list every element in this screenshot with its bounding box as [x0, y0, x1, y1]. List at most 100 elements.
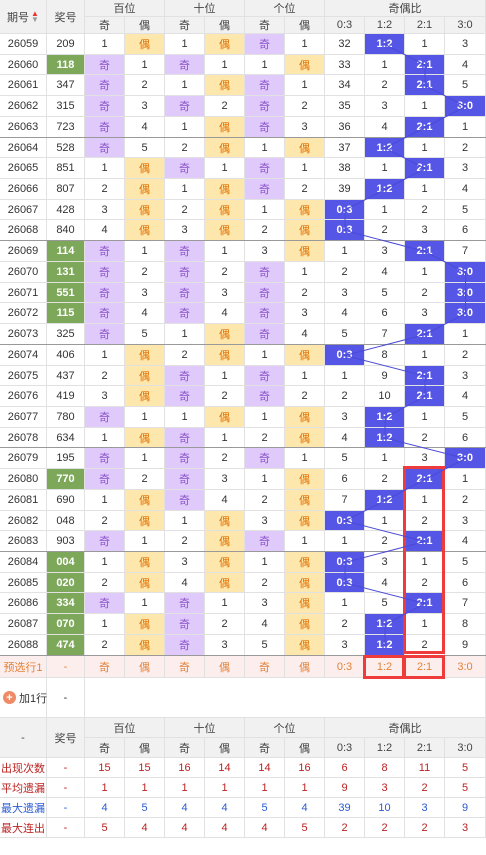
ratio-miss-cell: 1: [365, 158, 405, 179]
odd-cell: 1: [165, 179, 205, 200]
odd-cell: 奇: [165, 614, 205, 635]
odd-cell: 奇: [85, 303, 125, 324]
stats-group-header-3: 奇偶比: [325, 718, 486, 738]
odd-cell: 奇: [85, 283, 125, 303]
preview-cell[interactable]: 2:1: [405, 656, 445, 678]
ratio-miss-cell: 1: [405, 490, 445, 511]
preview-cell[interactable]: 偶: [125, 656, 165, 678]
even-cell: 2: [205, 96, 245, 117]
group-divider: [0, 655, 486, 656]
preview-cell[interactable]: 偶: [205, 656, 245, 678]
stats-value: 39: [325, 798, 365, 818]
ratio-miss-cell: 4: [325, 303, 365, 324]
ratio-hit-cell: 1:2: [365, 407, 405, 428]
even-cell: 偶: [125, 614, 165, 635]
ratio-miss-cell: 3: [405, 303, 445, 324]
ratio-miss-cell: 2: [405, 283, 445, 303]
even-cell: 偶: [205, 531, 245, 552]
ratio-miss-cell: 2: [405, 200, 445, 220]
add-row-cell[interactable]: + 加1行: [0, 678, 47, 718]
ratio-miss-cell: 1: [405, 614, 445, 635]
ratio-miss-cell: 7: [445, 241, 486, 262]
odd-cell: 1: [85, 158, 125, 179]
odd-cell: 1: [245, 345, 285, 366]
odd-cell: 2: [85, 366, 125, 386]
preview-cell[interactable]: 0:3: [325, 656, 365, 678]
ratio-hit-cell: 1:2: [365, 614, 405, 635]
odd-cell: 1: [85, 552, 125, 573]
sort-icon[interactable]: ▲ ▼: [31, 8, 39, 24]
award-cell: 334: [47, 593, 85, 614]
even-cell: 1: [205, 241, 245, 262]
ratio-miss-cell: 2: [445, 138, 486, 158]
ratio-hit-cell: 0:3: [325, 552, 365, 573]
ratio-hit-cell: 0:3: [325, 220, 365, 241]
odd-cell: 奇: [245, 324, 285, 345]
stats-header-dash: -: [0, 718, 47, 758]
award-cell: 004: [47, 552, 85, 573]
even-cell: 偶: [205, 138, 245, 158]
sub-header-ou: 偶: [205, 17, 245, 34]
odd-cell: 1: [165, 75, 205, 96]
preview-cell[interactable]: 偶: [285, 656, 325, 678]
ratio-hit-cell: 3:0: [445, 283, 486, 303]
add-row-empty: [85, 678, 486, 718]
ratio-hit-cell: 2:1: [405, 158, 445, 179]
preview-cell[interactable]: 3:0: [445, 656, 486, 678]
even-cell: 3: [125, 96, 165, 117]
even-cell: 1: [285, 75, 325, 96]
period-cell: 26078: [0, 428, 47, 448]
ratio-miss-cell: 5: [365, 593, 405, 614]
period-cell: 26072: [0, 303, 47, 324]
stats-value: 9: [445, 798, 486, 818]
sub-header-ji: 奇: [245, 17, 285, 34]
ratio-miss-cell: 2: [405, 511, 445, 531]
preview-cell[interactable]: 奇: [85, 656, 125, 678]
stats-value: 2: [405, 778, 445, 798]
award-cell: 851: [47, 158, 85, 179]
even-cell: 偶: [125, 428, 165, 448]
add-row-button[interactable]: + 加1行: [3, 690, 47, 706]
period-header[interactable]: 期号 ▲ ▼: [0, 0, 47, 34]
odd-cell: 3: [245, 241, 285, 262]
group-header-0: 百位: [85, 0, 165, 17]
odd-cell: 奇: [165, 593, 205, 614]
odd-cell: 奇: [165, 490, 205, 511]
preview-award: -: [47, 656, 85, 678]
ratio-hit-cell: 2:1: [405, 366, 445, 386]
odd-cell: 奇: [165, 96, 205, 117]
ratio-hit-cell: 1:2: [365, 490, 405, 511]
even-cell: 偶: [285, 635, 325, 656]
period-cell: 26086: [0, 593, 47, 614]
even-cell: 2: [125, 469, 165, 490]
ratio-miss-cell: 7: [445, 593, 486, 614]
even-cell: 偶: [125, 386, 165, 407]
stats-sub-ji: 奇: [165, 738, 205, 758]
ratio-miss-cell: 4: [445, 55, 486, 75]
stats-value: 1: [125, 778, 165, 798]
group-header-1: 十位: [165, 0, 245, 17]
even-cell: 1: [285, 158, 325, 179]
even-cell: 偶: [205, 324, 245, 345]
stats-value: 4: [205, 818, 245, 838]
ratio-miss-cell: 7: [365, 324, 405, 345]
odd-cell: 1: [85, 614, 125, 635]
award-cell: 118: [47, 55, 85, 75]
odd-cell: 3: [245, 593, 285, 614]
period-cell: 26075: [0, 366, 47, 386]
even-cell: 偶: [205, 345, 245, 366]
even-cell: 5: [125, 324, 165, 345]
preview-cell[interactable]: 1:2: [365, 656, 405, 678]
group-divider: [0, 344, 486, 345]
odd-cell: 2: [85, 573, 125, 593]
even-cell: 偶: [205, 117, 245, 138]
ratio-hit-cell: 1:2: [365, 34, 405, 55]
ratio-miss-cell: 4: [325, 428, 365, 448]
stats-value: 9: [325, 778, 365, 798]
group-header-2: 个位: [245, 0, 325, 17]
stats-value: 16: [165, 758, 205, 778]
even-cell: 3: [205, 469, 245, 490]
preview-cell[interactable]: 奇: [245, 656, 285, 678]
odd-cell: 1: [165, 324, 205, 345]
preview-cell[interactable]: 奇: [165, 656, 205, 678]
